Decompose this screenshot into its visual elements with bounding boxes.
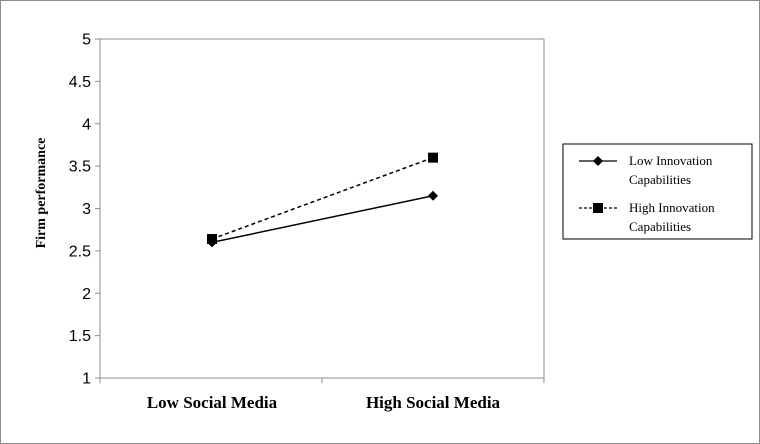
y-tick-label: 3 (82, 201, 91, 218)
legend: Low Innovation Capabilities High Innovat… (562, 143, 753, 240)
data-point-low-innovation-1 (428, 190, 438, 201)
y-tick-label: 4 (82, 116, 91, 133)
y-tick-label: 2.5 (69, 243, 91, 260)
x-axis: Low Social Media High Social Media (99, 378, 545, 412)
y-tick-label: 2 (82, 286, 91, 303)
x-tick-label-low-social-media: Low Social Media (147, 393, 278, 412)
y-tick-label: 1.5 (69, 328, 91, 345)
legend-label-high-innovation-line1: High Innovation (629, 200, 715, 215)
y-tick-label: 3.5 (69, 159, 91, 176)
legend-marker-square (593, 203, 603, 213)
legend-label-high-innovation-line2: Capabilities (629, 219, 691, 234)
legend-label-low-innovation-line2: Capabilities (629, 172, 691, 187)
y-tick-label: 5 (82, 32, 91, 49)
y-axis-title: Firm performance (34, 138, 49, 249)
data-point-high-innovation-0 (207, 234, 217, 245)
y-axis: 1 1.5 2 2.5 3 3.5 4 4.5 5 (69, 32, 100, 388)
series-line-low-innovation (211, 195, 434, 244)
legend-label-low-innovation-line1: Low Innovation (629, 153, 713, 168)
legend-marker-diamond (593, 156, 603, 166)
x-tick-label-high-social-media: High Social Media (366, 393, 501, 412)
y-tick-label: 1 (82, 371, 91, 388)
y-tick-label: 4.5 (69, 74, 91, 91)
data-point-high-innovation-1 (428, 152, 438, 163)
series-layer (207, 152, 438, 248)
series-line-high-innovation (211, 156, 434, 240)
plot-area (99, 38, 545, 379)
